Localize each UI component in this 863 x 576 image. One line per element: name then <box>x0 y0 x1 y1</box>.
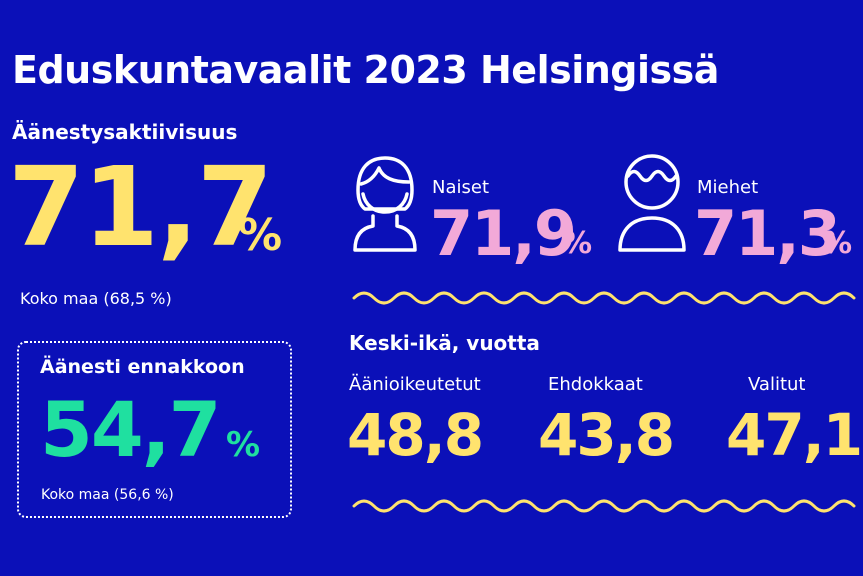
men-label: Miehet <box>697 177 759 198</box>
men-unit: % <box>822 226 853 261</box>
avg-age-heading: Keski-ikä, vuotta <box>349 331 540 355</box>
candidates-label: Ehdokkaat <box>548 374 643 395</box>
turnout-country-note: Koko maa (68,5 %) <box>20 289 172 308</box>
wavy-divider-top <box>352 288 857 308</box>
man-icon <box>612 152 692 258</box>
elected-value: 47,1 <box>726 401 863 469</box>
advance-voting-box <box>17 341 292 518</box>
women-unit: % <box>562 226 593 261</box>
elected-label: Valitut <box>748 374 806 395</box>
eligible-voters-value: 48,8 <box>347 401 484 469</box>
women-label: Naiset <box>432 177 490 198</box>
advance-unit: % <box>226 425 261 465</box>
advance-country-note: Koko maa (56,6 %) <box>41 487 174 503</box>
turnout-unit: % <box>238 210 283 261</box>
men-value: 71,3 <box>694 197 841 270</box>
turnout-heading: Äänestysaktiivisuus <box>12 120 238 144</box>
woman-icon <box>347 154 423 258</box>
wavy-divider-bottom <box>352 496 857 516</box>
advance-heading: Äänesti ennakkoon <box>40 356 245 378</box>
turnout-value: 71,7 <box>8 143 273 271</box>
eligible-voters-label: Äänioikeutetut <box>349 374 481 395</box>
women-value: 71,9 <box>430 197 577 270</box>
page-title: Eduskuntavaalit 2023 Helsingissä <box>12 48 719 92</box>
advance-value: 54,7 <box>40 385 222 474</box>
candidates-value: 43,8 <box>538 401 675 469</box>
